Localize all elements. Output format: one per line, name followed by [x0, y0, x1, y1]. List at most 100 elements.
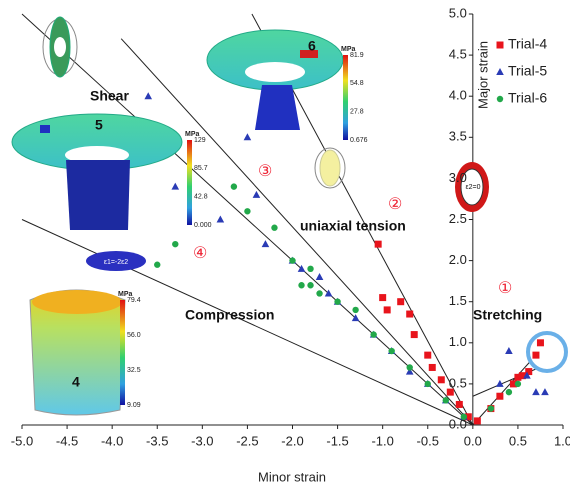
point [316, 290, 322, 296]
point [497, 42, 504, 49]
annotation: Stretching [473, 307, 542, 323]
point [447, 389, 454, 396]
strain-path-line [473, 355, 536, 425]
x-tick-label: -1.0 [371, 433, 393, 448]
specimen-4 [30, 290, 125, 415]
point [388, 348, 394, 354]
point [316, 273, 324, 280]
point [514, 374, 521, 381]
point [541, 388, 549, 395]
point [370, 331, 376, 337]
x-axis-title: Minor strain [258, 469, 326, 484]
point [144, 92, 152, 99]
colorbar-label: 0.000 [194, 222, 212, 229]
x-tick-label: -2.0 [281, 433, 303, 448]
point [271, 225, 277, 231]
annotation: uniaxial tension [300, 218, 406, 234]
region-number: ① [498, 280, 512, 297]
x-tick-label: -2.5 [236, 433, 258, 448]
point [497, 96, 503, 102]
point [172, 241, 178, 247]
x-tick-label: -4.0 [101, 433, 123, 448]
point [407, 364, 413, 370]
x-tick-label: -0.5 [417, 433, 439, 448]
y-tick-label: 2.5 [449, 211, 467, 226]
y-tick-label: 5.0 [449, 5, 467, 20]
y-tick-label: 1.0 [449, 334, 467, 349]
point [384, 306, 391, 313]
point [217, 216, 225, 223]
colorbar-label: 81.9 [350, 52, 364, 59]
point [532, 388, 540, 395]
x-tick-label: 1.0 [554, 433, 570, 448]
point [506, 389, 512, 395]
annotation: Compression [185, 307, 274, 323]
specimen-label: 5 [95, 117, 103, 133]
point [307, 266, 313, 272]
annotations: Shear uniaxial tension Compression Stret… [72, 38, 542, 390]
point [456, 401, 463, 408]
point [429, 364, 436, 371]
y-tick-label: 3.0 [449, 170, 467, 185]
annotation: Shear [90, 88, 129, 104]
y-axis-title: Major strain [475, 41, 490, 109]
colorbar-label: 32.5 [127, 367, 141, 374]
point [244, 208, 250, 214]
point [496, 393, 503, 400]
point [154, 262, 160, 268]
point [231, 183, 237, 189]
point [375, 241, 382, 248]
colorbar-label: 85.7 [194, 165, 208, 172]
point [505, 347, 513, 354]
point [488, 405, 494, 411]
specimen-6 [207, 30, 343, 130]
x-tick-label: -1.5 [326, 433, 348, 448]
x-tick-label: -4.5 [56, 433, 78, 448]
point [307, 282, 313, 288]
x-tick-label: -5.0 [11, 433, 33, 448]
colorbar-label: 129 [194, 137, 206, 144]
colorbar-label: 0.676 [350, 137, 368, 144]
point [425, 381, 431, 387]
region-number: ② [388, 196, 402, 213]
point [406, 311, 413, 318]
point [443, 397, 449, 403]
point [496, 68, 504, 75]
y-tick-label: 0.5 [449, 375, 467, 390]
colorbar-label: 54.8 [350, 80, 364, 87]
x-tick-label: 0.0 [464, 433, 482, 448]
y-tick-label: 4.5 [449, 47, 467, 62]
point [289, 257, 295, 263]
x-tick-label: -3.0 [191, 433, 213, 448]
point [397, 298, 404, 305]
x-tick-label: -3.5 [146, 433, 168, 448]
point [424, 352, 431, 359]
chart: Shear uniaxial tension Compression Stret… [0, 0, 570, 492]
point [515, 381, 521, 387]
strain-equation: ε2=0 [466, 184, 481, 191]
legend-label: Trial-5 [508, 63, 547, 79]
legend-label: Trial-4 [508, 36, 547, 52]
region-number: ④ [193, 245, 207, 262]
colorbar-label: 79.4 [127, 297, 141, 304]
strain-path-line [121, 39, 473, 425]
region-number: ③ [258, 163, 272, 180]
point [253, 191, 261, 198]
point [334, 299, 340, 305]
point [411, 331, 418, 338]
point [379, 294, 386, 301]
x-tick-label: 0.5 [509, 433, 527, 448]
specimen-label: 6 [308, 38, 316, 54]
y-tick-label: 2.0 [449, 252, 467, 267]
colorbar-label: 9.09 [127, 402, 141, 409]
point [537, 339, 544, 346]
point [474, 417, 481, 424]
specimen-label: 4 [72, 374, 80, 390]
point [438, 376, 445, 383]
colorbar-label: 42.8 [194, 194, 208, 201]
point [244, 133, 252, 140]
y-tick-label: 3.5 [449, 129, 467, 144]
point [352, 307, 358, 313]
legend-label: Trial-6 [508, 90, 547, 106]
colorbar-label: 27.8 [350, 109, 364, 116]
